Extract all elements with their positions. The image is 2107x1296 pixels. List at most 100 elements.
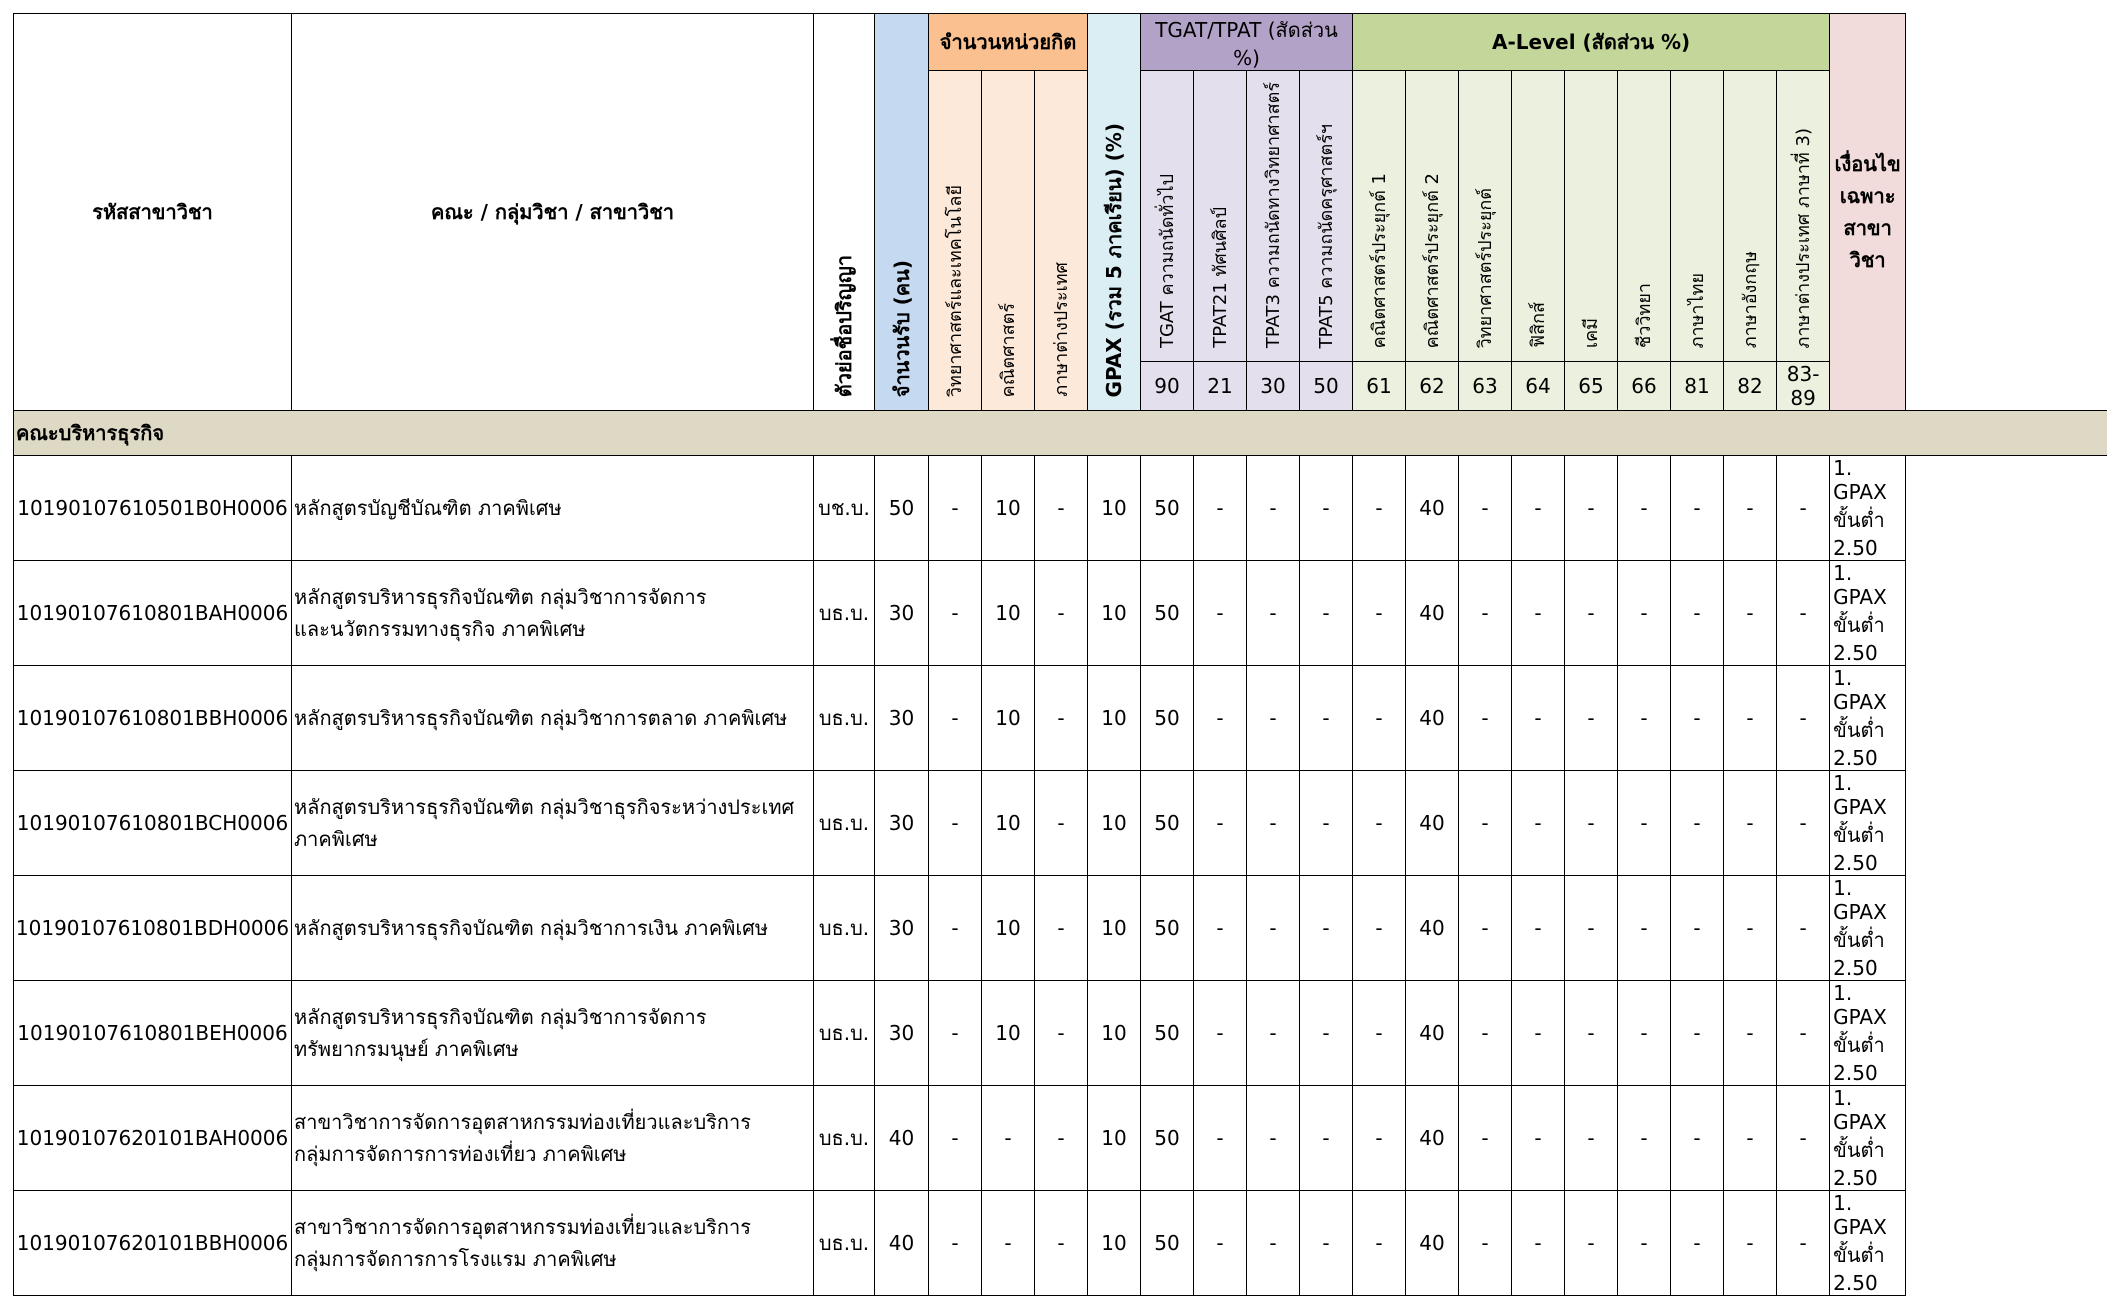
score-cell: - [1035, 876, 1088, 981]
score-cell: - [1035, 456, 1088, 561]
score-cell: - [1777, 981, 1830, 1086]
tgat-col-header: TGAT ความถนัดทั่วไป [1141, 71, 1194, 362]
faculty-row: คณะบริหารธุรกิจ [14, 411, 2107, 456]
condition-cell: 1. GPAX ขั้นต่ำ 2.50 [1830, 876, 1906, 981]
alevel-code: 81 [1671, 362, 1724, 411]
score-cell: - [1618, 456, 1671, 561]
program-code: 10190107610801BDH0006 [14, 876, 292, 981]
score-cell: - [929, 771, 982, 876]
program-name-line: หลักสูตรบริหารธุรกิจบัณฑิต กลุ่มวิชาการต… [294, 702, 813, 734]
score-cell: - [1247, 561, 1300, 666]
program-name-line: หลักสูตรบริหารธุรกิจบัณฑิต กลุ่มวิชาการจ… [294, 581, 813, 613]
score-cell: 10 [982, 666, 1035, 771]
score-cell: - [1724, 456, 1777, 561]
score-cell: 10 [982, 981, 1035, 1086]
score-cell: - [1194, 771, 1247, 876]
score-cell: - [1353, 771, 1406, 876]
condition-cell: 1. GPAX ขั้นต่ำ 2.50 [1830, 981, 1906, 1086]
score-cell: 50 [1141, 666, 1194, 771]
score-cell: - [1353, 876, 1406, 981]
score-cell: - [1565, 876, 1618, 981]
program-name: หลักสูตรบริหารธุรกิจบัณฑิต กลุ่มวิชาการจ… [292, 981, 814, 1086]
degree-abbr: บธ.บ. [814, 666, 875, 771]
program-name-line: หลักสูตรบัญชีบัณฑิต ภาคพิเศษ [294, 492, 813, 524]
credit-col-header: ภาษาต่างประเทศ [1035, 71, 1088, 411]
alevel-col-header: คณิตศาสตร์ประยุกต์ 2 [1406, 71, 1459, 362]
score-cell: 10 [982, 561, 1035, 666]
program-name-line: และนวัตกรรมทางธุรกิจ ภาคพิเศษ [294, 613, 813, 645]
score-cell: - [1565, 456, 1618, 561]
credit-col-header: วิทยาศาสตร์และเทคโนโลยี [929, 71, 982, 411]
alevel-col-header: วิทยาศาสตร์ประยุกต์ [1459, 71, 1512, 362]
score-cell: - [1035, 666, 1088, 771]
alevel-code: 62 [1406, 362, 1459, 411]
score-cell: - [1247, 981, 1300, 1086]
score-cell: - [1459, 1191, 1512, 1296]
score-cell: - [1671, 876, 1724, 981]
score-cell: - [1247, 1086, 1300, 1191]
degree-header: ตัวย่อชื่อปริญญา [814, 14, 875, 411]
program-header: คณะ / กลุ่มวิชา / สาขาวิชา [292, 14, 814, 411]
score-cell: - [1300, 666, 1353, 771]
program-name-line: กลุ่มการจัดการการโรงแรม ภาคพิเศษ [294, 1243, 813, 1275]
score-cell: - [1459, 1086, 1512, 1191]
score-cell: - [1724, 981, 1777, 1086]
alevel-code: 83-89 [1777, 362, 1830, 411]
seats-value: 30 [875, 771, 929, 876]
score-cell: - [1724, 561, 1777, 666]
seats-value: 30 [875, 561, 929, 666]
score-cell: - [1247, 771, 1300, 876]
score-cell: - [1777, 456, 1830, 561]
score-cell: - [1194, 666, 1247, 771]
score-cell: 10 [1088, 456, 1141, 561]
score-cell: - [1724, 771, 1777, 876]
tgat-col-header: TPAT5 ความถนัดครุศาสตร์ฯ [1300, 71, 1353, 362]
score-cell: - [1565, 666, 1618, 771]
credit-col-header: คณิตศาสตร์ [982, 71, 1035, 411]
degree-abbr: บธ.บ. [814, 1086, 875, 1191]
seats-header: จำนวนรับ (คน) [875, 14, 929, 411]
score-cell: - [1300, 456, 1353, 561]
program-name-line: ภาคพิเศษ [294, 823, 813, 855]
score-cell: - [1565, 1191, 1618, 1296]
score-cell: - [1724, 666, 1777, 771]
score-cell: - [1247, 1191, 1300, 1296]
score-cell: - [1512, 666, 1565, 771]
alevel-col-header: ชีววิทยา [1618, 71, 1671, 362]
score-cell: - [1777, 1191, 1830, 1296]
gpax-header: GPAX (รวม 5 ภาคเรียน) (%) [1088, 14, 1141, 411]
tgat-col-header: TPAT21 ทัศนศิลป์ [1194, 71, 1247, 362]
score-cell: 10 [1088, 1086, 1141, 1191]
score-cell: - [929, 876, 982, 981]
score-cell: 10 [1088, 1191, 1141, 1296]
score-cell: - [1618, 666, 1671, 771]
score-cell: 40 [1406, 876, 1459, 981]
score-cell: - [1777, 771, 1830, 876]
program-name: สาขาวิชาการจัดการอุตสาหกรรมท่องเที่ยวและ… [292, 1086, 814, 1191]
tgat-code: 90 [1141, 362, 1194, 411]
program-code: 10190107610801BCH0006 [14, 771, 292, 876]
score-cell: - [1459, 771, 1512, 876]
score-cell: - [1194, 456, 1247, 561]
score-cell: - [1565, 771, 1618, 876]
tgat-code: 30 [1247, 362, 1300, 411]
score-cell: - [1459, 561, 1512, 666]
program-name: สาขาวิชาการจัดการอุตสาหกรรมท่องเที่ยวและ… [292, 1191, 814, 1296]
score-cell: - [1247, 666, 1300, 771]
program-name: หลักสูตรบริหารธุรกิจบัณฑิต กลุ่มวิชาการจ… [292, 561, 814, 666]
score-cell: - [1565, 561, 1618, 666]
score-cell: 10 [1088, 771, 1141, 876]
score-cell: 50 [1141, 561, 1194, 666]
score-cell: - [1777, 666, 1830, 771]
score-cell: - [929, 1086, 982, 1191]
score-cell: - [1035, 1191, 1088, 1296]
score-cell: 40 [1406, 666, 1459, 771]
alevel-col-header: ภาษาอังกฤษ [1724, 71, 1777, 362]
score-cell: - [929, 456, 982, 561]
program-name-line: หลักสูตรบริหารธุรกิจบัณฑิต กลุ่มวิชาการเ… [294, 912, 813, 944]
program-code: 10190107610501B0H0006 [14, 456, 292, 561]
